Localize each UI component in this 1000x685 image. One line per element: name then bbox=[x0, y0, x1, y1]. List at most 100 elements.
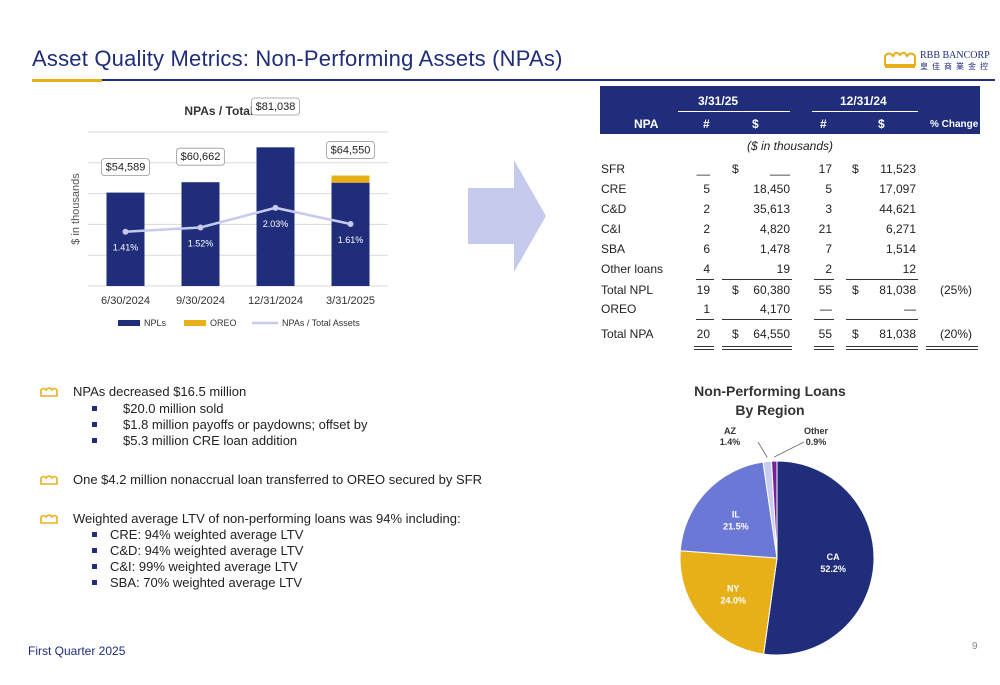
period1-header: 3/31/25 bbox=[698, 94, 739, 108]
row-label: SFR bbox=[601, 162, 625, 176]
cell: — bbox=[820, 302, 832, 316]
npl-bar bbox=[331, 182, 370, 286]
y-axis-label: $ in thousands bbox=[70, 173, 82, 245]
ratio-label: 1.61% bbox=[338, 235, 364, 245]
row-label: CRE bbox=[601, 182, 627, 196]
period1-rule bbox=[678, 111, 790, 112]
cell: 17 bbox=[818, 162, 832, 176]
row-label: C&D bbox=[601, 202, 627, 216]
bullet-text: Weighted average LTV of non-performing l… bbox=[73, 511, 461, 526]
x-tick-label: 6/30/2024 bbox=[101, 295, 150, 307]
x-tick-label: 12/31/2024 bbox=[248, 295, 303, 307]
pie-title-line-1: Non-Performing Loans bbox=[694, 383, 846, 399]
cell: 12 bbox=[902, 262, 916, 276]
npa-col-header: NPA bbox=[634, 117, 659, 131]
table-row: SFR __ $ ___ 17 $ 11,523 bbox=[600, 162, 980, 182]
cell: 55 bbox=[818, 327, 832, 341]
slice-value-label: 1.4% bbox=[720, 437, 741, 447]
cell: ___ bbox=[769, 162, 790, 176]
table-row: C&D 2 35,613 3 44,621 bbox=[600, 202, 980, 222]
cell: 60,380 bbox=[753, 283, 790, 297]
square-bullet-icon bbox=[92, 422, 97, 427]
npl-bar bbox=[106, 192, 145, 286]
row-label: Total NPL bbox=[601, 283, 654, 297]
table-row: C&I 2 4,820 21 6,271 bbox=[600, 222, 980, 242]
total-double-rule bbox=[814, 346, 834, 350]
table-row-total-npl: Total NPL 19 $ 60,380 55 $ 81,038 (25%) bbox=[600, 283, 980, 303]
right-arrow-icon bbox=[468, 160, 546, 272]
crown-icon bbox=[884, 51, 916, 68]
title-accent-bar bbox=[32, 79, 102, 82]
ratio-label: 2.03% bbox=[263, 219, 289, 229]
subtotal-rule bbox=[814, 319, 834, 320]
cell: 2 bbox=[825, 262, 832, 276]
cell: 64,550 bbox=[753, 327, 790, 341]
total-label-box bbox=[326, 141, 375, 159]
crown-bullet-icon bbox=[40, 387, 58, 397]
cell: 1,514 bbox=[885, 242, 916, 256]
pie-slice-ca bbox=[763, 460, 875, 656]
footer-quarter: First Quarter 2025 bbox=[28, 644, 126, 658]
count-col-header-2: # bbox=[820, 117, 827, 131]
pie-slice-il bbox=[679, 461, 778, 559]
bullet-text: One $4.2 million nonaccrual loan transfe… bbox=[73, 472, 482, 487]
cell: 18,450 bbox=[753, 182, 790, 196]
subtotal-rule bbox=[814, 279, 834, 280]
crown-bullet-icon bbox=[40, 514, 58, 524]
cell: 44,621 bbox=[879, 202, 916, 216]
total-label-box bbox=[101, 158, 150, 176]
cell: 21 bbox=[818, 222, 832, 236]
slice-value-label: 52.2% bbox=[820, 564, 846, 574]
sub-bullet-text: $5.3 million CRE loan addition bbox=[123, 433, 298, 448]
cell: 11,523 bbox=[880, 162, 916, 176]
logo-chinese-name: 皇 佳 商 業 金 控 bbox=[920, 62, 989, 71]
sub-bullet-text: SBA: 70% weighted average LTV bbox=[110, 575, 302, 590]
total-label: $60,662 bbox=[181, 151, 221, 163]
cell: 4,820 bbox=[759, 222, 790, 236]
sub-bullet-text: C&D: 94% weighted average LTV bbox=[110, 543, 304, 558]
table-row-total-npa: Total NPA 20 $ 64,550 55 $ 81,038 (20%) bbox=[600, 327, 980, 347]
row-label: Other loans bbox=[601, 262, 664, 276]
pie-slice-ny bbox=[679, 550, 778, 655]
legend-oreo-swatch bbox=[184, 320, 206, 326]
slice-value-label: 24.0% bbox=[720, 595, 746, 605]
cell: 7 bbox=[825, 242, 832, 256]
page-number: 9 bbox=[972, 641, 978, 652]
cell: $ bbox=[852, 162, 859, 176]
sub-bullet-text: $20.0 million sold bbox=[123, 401, 224, 416]
npa-table-header: 3/31/25 12/31/24 NPA # $ # $ % Change bbox=[600, 86, 980, 134]
ratio-point bbox=[272, 204, 279, 211]
period2-rule bbox=[812, 111, 918, 112]
square-bullet-icon bbox=[92, 548, 97, 553]
row-label: SBA bbox=[601, 242, 626, 256]
total-label-box bbox=[176, 147, 225, 166]
slice-leader-line bbox=[774, 441, 805, 458]
pie-title-line-2: By Region bbox=[735, 402, 805, 418]
cell: 35,613 bbox=[753, 202, 790, 216]
cell: __ bbox=[696, 162, 710, 176]
square-bullet-icon bbox=[92, 580, 97, 585]
oreo-bar bbox=[331, 175, 370, 183]
title-divider bbox=[32, 79, 995, 81]
npl-bar bbox=[256, 147, 295, 286]
subtotal-rule bbox=[696, 279, 714, 280]
cell: 5 bbox=[703, 182, 710, 196]
square-bullet-icon bbox=[92, 532, 97, 537]
cell: 17,097 bbox=[879, 182, 916, 196]
slice-category-label: IL bbox=[732, 510, 741, 520]
sub-bullet-text: $1.8 million payoffs or paydowns; offset… bbox=[123, 417, 368, 432]
cell: 1,478 bbox=[759, 242, 790, 256]
dollar-col-header-2: $ bbox=[878, 117, 885, 131]
period2-header: 12/31/24 bbox=[840, 94, 887, 108]
change-col-header: % Change bbox=[930, 119, 979, 130]
cell: 6 bbox=[703, 242, 710, 256]
dollar-col-header-1: $ bbox=[752, 117, 759, 131]
cell: (25%) bbox=[939, 283, 972, 297]
ratio-point bbox=[122, 228, 129, 235]
sub-bullet-text: CRE: 94% weighted average LTV bbox=[110, 527, 304, 542]
square-bullet-icon bbox=[92, 406, 97, 411]
subtotal-rule bbox=[696, 319, 714, 320]
table-row: Other loans 4 19 2 12 bbox=[600, 262, 980, 282]
total-label: $54,589 bbox=[106, 162, 146, 174]
